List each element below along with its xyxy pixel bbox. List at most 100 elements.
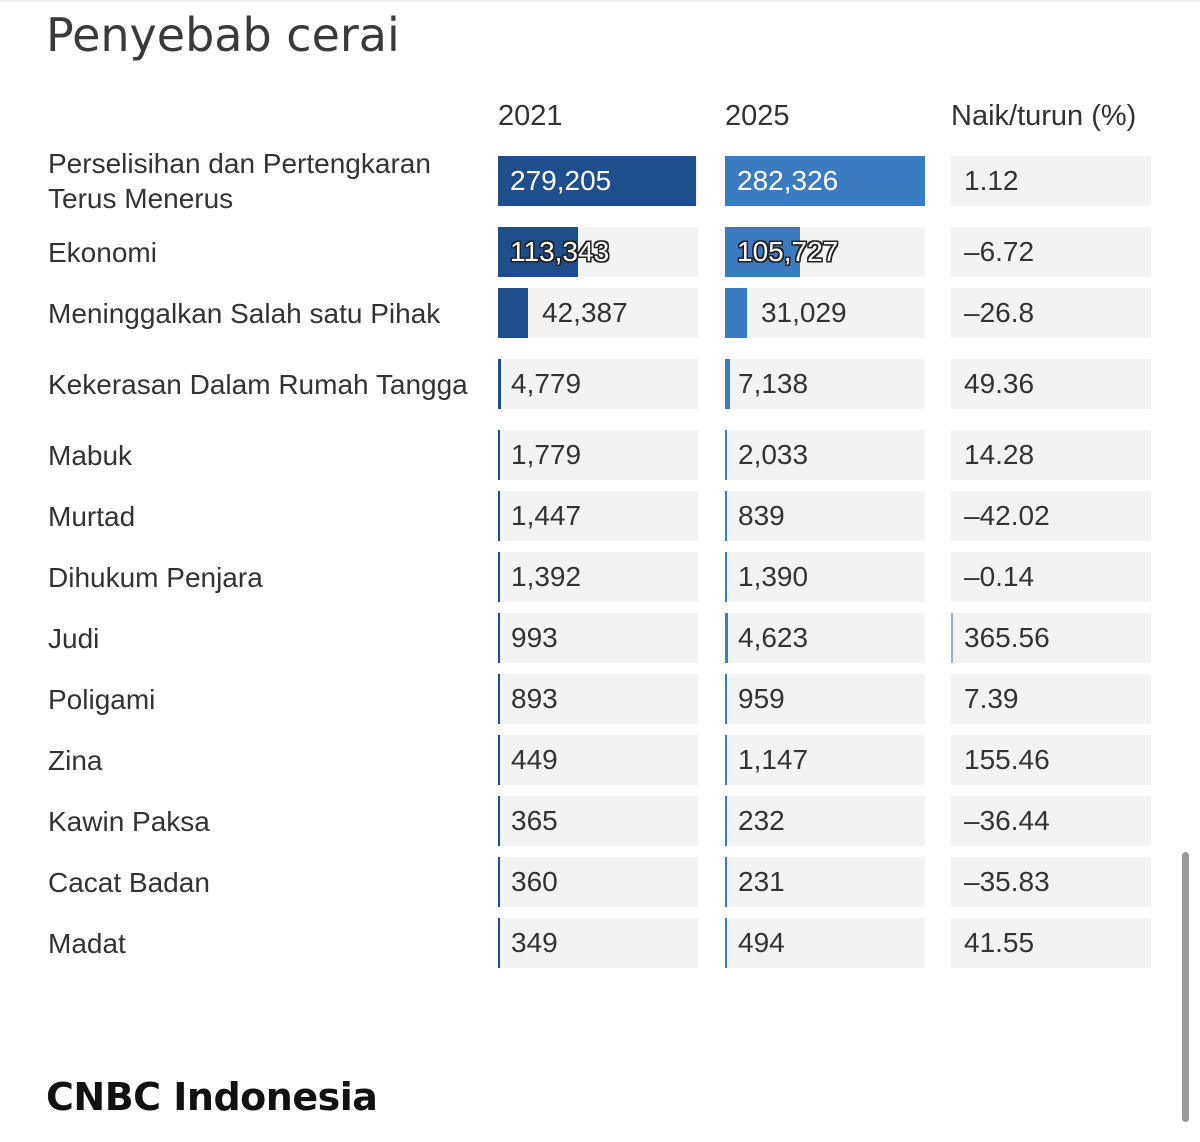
value-2025-value: 2,033	[738, 439, 809, 470]
value-2025-cell: 494	[725, 918, 925, 968]
change-cell: 7.39	[951, 674, 1151, 724]
value-2021-bar	[498, 918, 500, 968]
value-2025-bar	[725, 918, 727, 968]
value-2025-bar	[725, 288, 747, 338]
value-2025-value: 231	[738, 866, 785, 897]
value-2021-value: 1,779	[511, 439, 582, 470]
value-2021-value: 113,343	[510, 236, 610, 267]
column-header-2021: 2021	[498, 100, 563, 132]
value-2021-bar	[498, 491, 500, 541]
row-label: Dihukum Penjara	[48, 561, 263, 593]
value-2021-value: 4,779	[511, 368, 582, 399]
value-2021-cell: 279,205	[498, 156, 698, 206]
top-divider	[0, 0, 1200, 2]
value-2025-value: 232	[738, 805, 785, 836]
value-2025-bar	[725, 227, 800, 277]
value-2021-bar	[498, 430, 500, 480]
value-2025-cell: 31,029	[725, 288, 925, 338]
value-2021-cell: 113,343	[498, 227, 698, 277]
value-2025-value: 1,390	[738, 561, 809, 592]
value-2021-cell: 360	[498, 857, 698, 907]
column-header-2025: 2025	[725, 100, 790, 132]
value-2021-cell: 993	[498, 613, 698, 663]
row-label: Kawin Paksa	[48, 805, 210, 837]
value-2021-value: 349	[511, 927, 558, 958]
change-value: 41.55	[964, 927, 1035, 958]
value-2025-cell: 4,623	[725, 613, 925, 663]
row-label: Poligami	[48, 683, 156, 715]
value-2025-cell: 232	[725, 796, 925, 846]
change-value: 7.39	[964, 683, 1019, 714]
chart-title: Penyebab cerai	[46, 8, 400, 62]
change-cell: 1.12	[951, 156, 1151, 206]
scrollbar[interactable]	[1182, 852, 1189, 1122]
value-2021-bar	[498, 552, 500, 602]
row-label: Cacat Badan	[48, 866, 210, 898]
value-2021-value: 993	[511, 622, 558, 653]
value-2025-cell: 959	[725, 674, 925, 724]
row-label: Zina	[48, 744, 103, 776]
change-cell: –6.72	[951, 227, 1151, 277]
value-2025-cell: 231	[725, 857, 925, 907]
change-value: –26.8	[964, 297, 1035, 328]
value-2025-cell: 105,727	[725, 227, 925, 277]
value-2025-cell: 2,033	[725, 430, 925, 480]
value-2025-value: 494	[738, 927, 785, 958]
value-2021-value: 279,205	[510, 165, 612, 196]
change-cell: 41.55	[951, 918, 1151, 968]
change-value: 365.56	[964, 622, 1050, 653]
value-2025-bar	[725, 674, 727, 724]
change-cell: –0.14	[951, 552, 1151, 602]
row-label: Meninggalkan Salah satu Pihak	[48, 297, 441, 329]
value-2025-value: 31,029	[760, 297, 847, 328]
change-value: –35.83	[964, 866, 1050, 897]
value-2025-bar	[725, 857, 727, 907]
value-2025-value: 839	[738, 500, 785, 531]
change-value: 14.28	[964, 439, 1035, 470]
value-2025-bar	[725, 613, 729, 663]
value-2025-cell: 1,147	[725, 735, 925, 785]
value-2021-cell: 1,447	[498, 491, 698, 541]
value-2021-cell: 42,387	[498, 288, 698, 338]
value-2021-value: 1,447	[511, 500, 582, 531]
change-value: –36.44	[964, 805, 1050, 836]
value-2021-cell: 349	[498, 918, 698, 968]
change-cell: 14.28	[951, 430, 1151, 480]
value-2021-cell: 449	[498, 735, 698, 785]
value-2025-bar	[725, 430, 727, 480]
value-2021-bar	[498, 359, 502, 409]
change-cell: –26.8	[951, 288, 1151, 338]
value-2025-cell: 839	[725, 491, 925, 541]
value-2021-bar	[498, 857, 500, 907]
value-2025-cell: 7,138	[725, 359, 925, 409]
value-2021-cell: 1,779	[498, 430, 698, 480]
value-2025-cell: 282,326	[725, 156, 925, 206]
row-label: Mabuk	[48, 439, 133, 471]
value-2021-bar	[498, 288, 529, 338]
value-2021-bar	[498, 156, 696, 206]
value-2025-value: 4,623	[738, 622, 809, 653]
value-2021-value: 42,387	[542, 297, 628, 328]
value-2025-value: 1,147	[738, 744, 809, 775]
row-label: Judi	[48, 622, 100, 654]
change-value: 155.46	[964, 744, 1050, 775]
change-value: –6.72	[964, 236, 1035, 267]
change-value: –0.14	[964, 561, 1035, 592]
value-2021-value: 360	[511, 866, 558, 897]
change-value: 49.36	[964, 368, 1035, 399]
value-2025-value: 959	[738, 683, 785, 714]
change-value: –42.02	[964, 500, 1050, 531]
value-2021-value: 1,392	[511, 561, 582, 592]
value-2021-cell: 4,779	[498, 359, 698, 409]
value-2025-value: 282,326	[737, 165, 839, 196]
value-2025-bar	[725, 796, 727, 846]
value-2021-cell: 893	[498, 674, 698, 724]
row-label: Madat	[48, 927, 126, 959]
value-2025-bar	[725, 735, 727, 785]
value-2021-bar	[498, 735, 500, 785]
change-cell: 49.36	[951, 359, 1151, 409]
value-2025-value: 7,138	[738, 368, 809, 399]
value-2021-bar	[498, 796, 500, 846]
value-2021-cell: 1,392	[498, 552, 698, 602]
column-header-change: Naik/turun (%)	[951, 100, 1137, 132]
